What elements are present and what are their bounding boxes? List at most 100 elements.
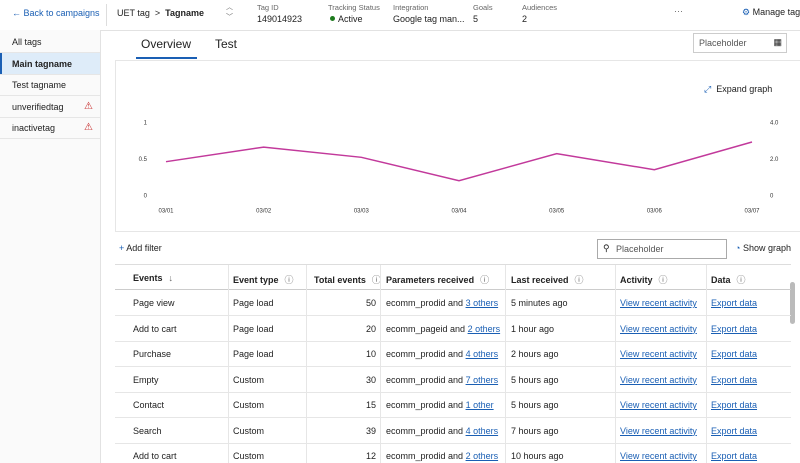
export-link[interactable]: Export data (711, 451, 758, 461)
chevrons[interactable]: ︿ ﹀ (226, 4, 233, 21)
header-icon: ⓘ (574, 275, 584, 285)
event-type: Page load (233, 323, 274, 334)
date-picker[interactable]: Placeholder ▦ (693, 33, 787, 53)
event-type: Custom (233, 400, 265, 410)
parameters: ecomm_prodid and 1 other (386, 400, 494, 410)
more-button[interactable]: ··· (674, 6, 683, 16)
x-tick-label: 03/05 (549, 209, 565, 215)
column-header[interactable]: Activity ⓘ (620, 275, 668, 285)
total-events: 50 (365, 298, 376, 308)
placeholder: Placeholder (699, 38, 747, 48)
sidebar-item[interactable]: Main tagname (12, 58, 73, 69)
others-link[interactable]: 4 others (465, 349, 499, 359)
tab-indicator (136, 57, 197, 59)
breadcrumb: UET tag > Tagname (117, 8, 204, 18)
others-link[interactable]: 7 others (465, 374, 499, 385)
header-icon: ⓘ (371, 275, 381, 285)
crumb[interactable]: UET tag (117, 8, 150, 18)
others-link[interactable]: 3 others (465, 298, 499, 308)
total-events: 30 (365, 374, 376, 385)
column-header[interactable]: Last received ⓘ (511, 275, 584, 285)
manage-button[interactable]: ⚙ Manage tag (742, 7, 800, 17)
column-header[interactable]: Events ↓ (133, 273, 174, 283)
export-link[interactable]: Export data (711, 425, 758, 436)
separator (0, 116, 100, 118)
last-received: 5 hours ago (511, 374, 559, 385)
show-graph-text: Show graph (742, 243, 791, 253)
sidebar-item[interactable]: inactivetag (12, 123, 56, 133)
event-name: Search (133, 425, 162, 436)
parameters: ecomm_prodid and 2 others (386, 451, 499, 461)
row-border (115, 340, 791, 342)
column-header[interactable]: Event type ⓘ (233, 275, 294, 285)
others-link[interactable]: 1 other (465, 400, 494, 410)
column-divider (615, 265, 616, 463)
back-link[interactable]: ← Back to campaigns (12, 8, 100, 18)
field-value: Google tag man... (393, 14, 465, 24)
top-bar (0, 0, 800, 31)
y2-tick-label: 0 (770, 194, 774, 200)
column-header[interactable]: Total events ⓘ (314, 275, 381, 285)
y-tick-label: 0.5 (139, 157, 148, 163)
last-received: 7 hours ago (511, 425, 559, 436)
separator (0, 73, 100, 75)
field-label: Integration (393, 3, 429, 12)
tab[interactable]: Overview (141, 37, 192, 51)
export-link[interactable]: Export data (711, 298, 758, 308)
column-header[interactable]: Parameters received ⓘ (386, 275, 490, 285)
header-icon: ↓ (168, 273, 174, 283)
row-border (115, 442, 791, 444)
others-link[interactable]: 2 others (467, 323, 501, 334)
status-dot (330, 16, 335, 21)
header-icon: ⓘ (284, 275, 294, 285)
activity-link[interactable]: View recent activity (620, 400, 697, 410)
tab[interactable]: Test (215, 37, 238, 51)
row-border (115, 391, 791, 393)
search-box[interactable]: ⚲ Placeholder (597, 239, 727, 259)
event-name: Contact (133, 400, 165, 410)
field-value: 149014923 (257, 14, 303, 24)
activity-link[interactable]: View recent activity (620, 323, 697, 334)
activity-link[interactable]: View recent activity (620, 374, 697, 385)
column-divider (228, 265, 229, 463)
export-link[interactable]: Export data (711, 349, 758, 359)
event-type: Custom (233, 374, 265, 385)
placeholder: Placeholder (616, 244, 664, 254)
sidebar-item[interactable]: All tags (12, 37, 42, 47)
y-tick-label: 0 (144, 194, 148, 200)
add-filter[interactable]: + Add filter (119, 243, 162, 253)
header-icon: ⓘ (736, 275, 746, 285)
scrollbar[interactable] (790, 282, 795, 324)
table (115, 264, 791, 463)
total-events: 12 (365, 451, 376, 461)
total-events: 10 (365, 349, 376, 359)
activity-link[interactable]: View recent activity (620, 349, 697, 359)
event-name: Page view (133, 298, 175, 308)
others-link[interactable]: 4 others (465, 425, 499, 436)
x-tick-label: 03/07 (744, 209, 760, 215)
activity-link[interactable]: View recent activity (620, 298, 697, 308)
event-name: Add to cart (133, 451, 177, 461)
show-graph[interactable]: ◔ Show graph (735, 243, 791, 253)
export-link[interactable]: Export data (711, 400, 758, 410)
column-divider (306, 265, 307, 463)
separator (0, 95, 100, 96)
field-label: Tag ID (257, 3, 279, 12)
activity-link[interactable]: View recent activity (620, 425, 697, 436)
sidebar-item[interactable]: Test tagname (12, 80, 67, 90)
row-border (115, 366, 791, 367)
export-link[interactable]: Export data (711, 323, 758, 334)
event-name: Purchase (133, 349, 172, 359)
expand-graph[interactable]: ⤢ Expand graph (704, 84, 773, 94)
activity-link[interactable]: View recent activity (620, 451, 697, 461)
sidebar-item[interactable]: unverifiedtag (12, 101, 64, 112)
others-link[interactable]: 2 others (465, 451, 499, 461)
row-border (115, 315, 791, 316)
column-header[interactable]: Data ⓘ (711, 275, 746, 285)
field-value: 2 (522, 14, 528, 24)
event-type: Page load (233, 349, 274, 359)
field-value: Active (338, 14, 363, 24)
expand-text: Expand graph (716, 84, 773, 94)
export-link[interactable]: Export data (711, 374, 758, 385)
